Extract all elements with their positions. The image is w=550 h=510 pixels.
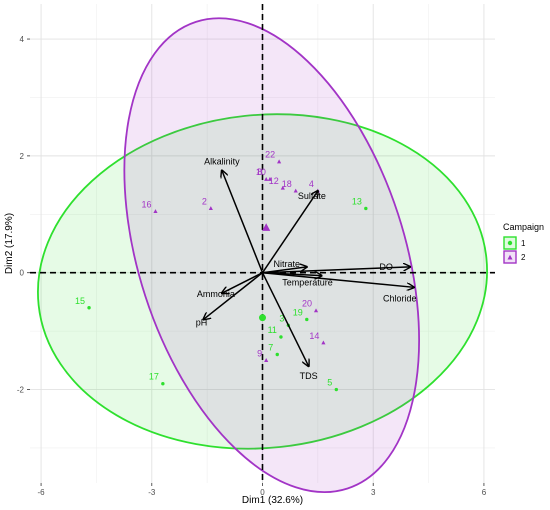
- variable-label: Sulfate: [298, 191, 326, 201]
- variable-label: Ammonia: [197, 289, 235, 299]
- variable-label: TDS: [300, 371, 318, 381]
- y-tick-label: 0: [20, 269, 25, 278]
- point-label: 7: [268, 342, 273, 352]
- data-point-campaign-2: [264, 176, 269, 181]
- data-point-campaign-1: [334, 387, 339, 392]
- x-tick-label: 0: [260, 488, 265, 497]
- data-point-campaign-2: [208, 206, 213, 211]
- point-label: 10: [256, 167, 266, 177]
- variable-label: Temperature: [282, 278, 333, 288]
- variable-arrow: [203, 272, 263, 320]
- x-tick-label: -6: [38, 488, 46, 497]
- variable-arrow: [222, 272, 263, 293]
- point-label: 22: [265, 150, 275, 160]
- point-label: 5: [327, 378, 332, 388]
- variable-arrow: [262, 271, 414, 288]
- variable-arrow: [262, 267, 411, 274]
- point-label: 11: [268, 325, 277, 335]
- point-label: 19: [293, 307, 303, 317]
- data-point-campaign-2: [277, 159, 282, 164]
- point-label: 20: [302, 299, 312, 309]
- y-tick-label: -2: [17, 386, 25, 395]
- variable-arrow: [222, 170, 264, 273]
- data-point-campaign-2: [313, 308, 319, 313]
- centroid-campaign-1: [259, 314, 266, 322]
- y-axis-title: Dim2 (17.9%): [4, 213, 15, 274]
- point-label: 9: [257, 348, 262, 358]
- axis-ticks: -6 -3 0 3 6 -2 0 2 4: [17, 35, 487, 497]
- variable-arrows: Alkalinity Sulfate Nitrate DO Temperature Chl…: [196, 156, 417, 381]
- point-label: 4: [309, 179, 314, 189]
- data-point-campaign-1: [279, 335, 283, 339]
- y-tick-label: 2: [20, 152, 25, 161]
- point-label: 14: [309, 331, 319, 341]
- point-label: 16: [141, 199, 151, 209]
- point-label: 13: [352, 196, 362, 206]
- variable-label: Alkalinity: [204, 156, 240, 166]
- legend: Campaign 1 2: [503, 222, 544, 264]
- y-tick-label: 4: [20, 35, 25, 44]
- variable-label: DO: [379, 262, 393, 272]
- data-point-campaign-1: [161, 381, 165, 386]
- x-tick-label: 3: [371, 488, 376, 497]
- variable-label: Nitrate: [274, 259, 301, 269]
- variable-arrow: [261, 272, 309, 366]
- confidence-ellipse-campaign-2: [123, 17, 420, 494]
- variable-label: pH: [196, 317, 208, 327]
- variable-label: Chloride: [383, 293, 417, 303]
- variable-arrow: [261, 191, 318, 274]
- x-tick-label: 6: [482, 488, 487, 497]
- point-label: 12: [269, 176, 279, 186]
- data-point-campaign-1: [364, 206, 368, 211]
- point-label: 3: [279, 313, 284, 323]
- confidence-ellipses: [37, 17, 488, 494]
- data-point-campaign-2: [321, 340, 326, 345]
- centroid-campaign-2: [262, 223, 271, 231]
- legend-marker-triangle: [507, 254, 513, 260]
- data-point-campaign-2: [153, 209, 158, 213]
- point-label: 15: [75, 296, 85, 306]
- data-point-campaign-1: [305, 317, 309, 322]
- x-tick-label: -3: [148, 488, 156, 497]
- point-label: 2: [202, 196, 207, 206]
- data-point-campaign-2: [293, 188, 298, 193]
- data-point-campaign-1: [87, 306, 91, 310]
- point-label: 17: [149, 372, 159, 382]
- legend-entry-label: 1: [521, 239, 526, 248]
- data-point-campaign-2: [267, 176, 272, 181]
- data-point-campaign-2: [264, 358, 269, 362]
- data-point-campaign-2: [280, 185, 285, 190]
- legend-marker-circle: [507, 240, 513, 246]
- point-label: 18: [282, 179, 292, 189]
- confidence-ellipse-campaign-1: [37, 113, 488, 450]
- data-point-campaign-1: [275, 352, 279, 357]
- legend-title: Campaign: [503, 222, 544, 232]
- point-label: 8: [257, 167, 262, 177]
- x-axis-title: Dim1 (32.6%): [242, 495, 303, 506]
- legend-entry-label: 2: [521, 253, 526, 262]
